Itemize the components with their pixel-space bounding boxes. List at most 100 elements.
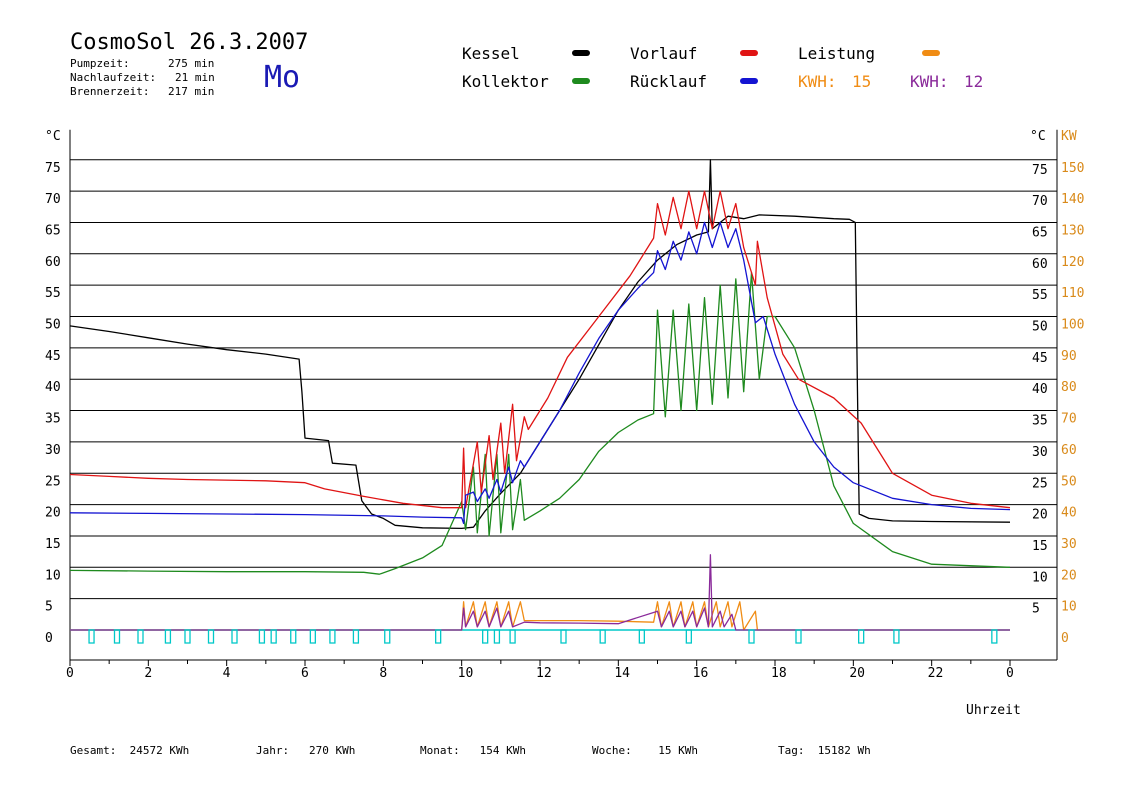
kw-tick-label: 20	[1061, 568, 1077, 583]
pump-marker	[509, 629, 516, 644]
x-tick-label: 14	[614, 666, 630, 681]
legend-kwh1-value: 15	[852, 72, 872, 91]
kw-tick-label: 150	[1061, 161, 1084, 176]
kw-tick-label: 70	[1061, 412, 1077, 427]
kw-tick-label: 100	[1061, 318, 1084, 333]
legend-vorlauf-swatch	[740, 50, 758, 56]
kw-tick-label: 140	[1061, 192, 1084, 207]
y-tick-label-right: 10	[1032, 570, 1048, 585]
pump-marker	[748, 629, 755, 644]
y-tick-label-right: 45	[1032, 351, 1048, 366]
legend-kollektor-label: Kollektor	[462, 72, 549, 91]
y-tick-label-left: 55	[45, 286, 61, 301]
y-tick-label-right: 65	[1032, 225, 1048, 240]
pump-marker	[231, 629, 238, 644]
axes	[69, 129, 1058, 666]
kw-tick-label: 40	[1061, 506, 1077, 521]
series-line-vorlauf	[69, 190, 1011, 509]
x-tick-label: 10	[458, 666, 474, 681]
series-line-rcklauf	[69, 221, 1011, 525]
pump-time-value: 275 min	[168, 57, 215, 70]
nachlauf-time-label: Nachlaufzeit:	[70, 71, 157, 84]
legend-kwh1-label: KWH:	[798, 72, 837, 91]
y-tick-label-left: 50	[45, 318, 61, 333]
kw-tick-label: 80	[1061, 380, 1077, 395]
pump-marker	[991, 629, 998, 644]
kw-tick-label: 130	[1061, 223, 1084, 238]
legend-kollektor-swatch	[572, 78, 590, 84]
pump-marker	[207, 629, 215, 644]
x-tick-label: 16	[693, 666, 709, 681]
pump-marker	[290, 629, 297, 644]
x-tick-label: 0	[66, 666, 74, 681]
pump-marker	[435, 629, 442, 644]
pump-marker	[560, 629, 567, 644]
y-tick-label-right: 25	[1032, 476, 1048, 491]
pump-marker	[893, 629, 900, 644]
y-tick-label-right: 30	[1032, 445, 1048, 460]
y-tick-label-right: 55	[1032, 288, 1048, 303]
y-axis-unit-right: °C	[1030, 129, 1046, 144]
kw-axis-unit: KW	[1061, 129, 1077, 144]
pump-marker	[184, 629, 191, 644]
pump-marker	[858, 629, 865, 644]
legend-kwh2-label: KWH:	[910, 72, 949, 91]
kw-tick-label: 90	[1061, 349, 1077, 364]
brenner-time-value: 217 min	[168, 85, 215, 98]
pump-markers	[88, 629, 998, 644]
brenner-time-label: Brennerzeit:	[70, 85, 150, 98]
y-tick-label-left: 45	[45, 349, 61, 364]
y-tick-label-left: 65	[45, 223, 61, 238]
y-tick-label-left: 0	[45, 631, 53, 646]
legend-vorlauf-label: Vorlauf	[630, 44, 698, 63]
nachlauf-time-value: 21 min	[175, 71, 215, 84]
y-tick-label-left: 10	[45, 568, 61, 583]
chart-title: CosmoSol 26.3.2007	[70, 30, 309, 55]
x-tick-label: 6	[301, 666, 309, 681]
x-tick-label: 4	[223, 666, 231, 681]
pump-marker	[137, 629, 144, 644]
y-tick-label-left: 30	[45, 443, 61, 458]
pump-marker	[270, 629, 277, 644]
x-tick-label: 8	[379, 666, 387, 681]
footer-gesamt: Gesamt: 24572 KWh	[70, 744, 190, 757]
y-tick-label-right: 40	[1032, 382, 1048, 397]
pump-marker	[329, 629, 336, 644]
legend-ruecklauf-label: Rücklauf	[630, 72, 708, 91]
grid-lines	[70, 159, 1057, 600]
legend-leistung-label: Leistung	[798, 44, 876, 63]
kw-tick-label: 0	[1061, 631, 1069, 646]
x-tick-label: 20	[849, 666, 865, 681]
x-tick-label: 0	[1006, 666, 1014, 681]
footer-tag: Tag: 15182 Wh	[778, 744, 871, 757]
series-line-kollektor	[69, 271, 1011, 575]
pump-marker	[113, 629, 121, 644]
x-tick-label: 12	[536, 666, 552, 681]
y-tick-label-left: 40	[45, 380, 61, 395]
y-tick-label-left: 60	[45, 255, 61, 270]
pump-marker	[638, 629, 645, 644]
y-tick-label-right: 70	[1032, 194, 1048, 209]
pump-marker	[795, 629, 802, 644]
kw-tick-label: 50	[1061, 474, 1077, 489]
pump-marker	[352, 629, 360, 644]
kw-tick-label: 10	[1061, 600, 1077, 615]
legend-kwh2-value: 12	[964, 72, 984, 91]
y-tick-label-right: 75	[1032, 163, 1048, 178]
y-tick-label-left: 75	[45, 161, 61, 176]
series-line-kwh2	[70, 554, 1010, 631]
pump-marker	[309, 629, 316, 644]
pump-marker	[493, 629, 501, 644]
kw-tick-label: 60	[1061, 443, 1077, 458]
y-tick-label-right: 35	[1032, 414, 1048, 429]
kw-tick-label: 120	[1061, 255, 1084, 270]
legend-kessel-swatch	[572, 50, 590, 56]
pump-marker	[88, 629, 95, 644]
y-tick-label-right: 20	[1032, 508, 1048, 523]
x-tick-label: 22	[928, 666, 944, 681]
y-tick-label-left: 25	[45, 474, 61, 489]
legend-ruecklauf-swatch	[740, 78, 758, 84]
series-line-leistung	[70, 601, 1010, 631]
kw-tick-label: 110	[1061, 286, 1084, 301]
